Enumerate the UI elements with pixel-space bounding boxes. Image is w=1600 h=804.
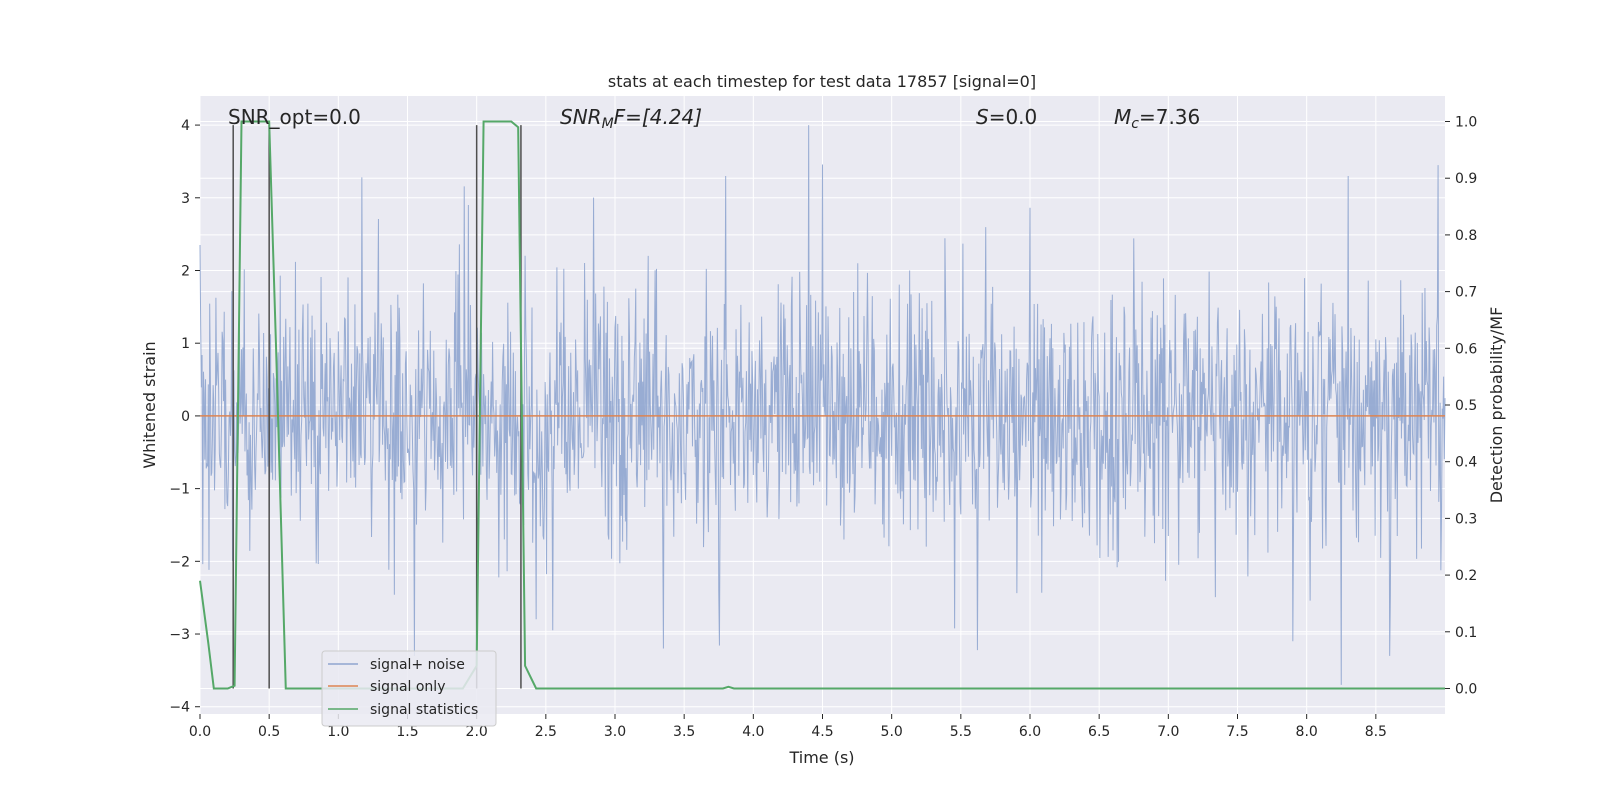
chart-title: stats at each timestep for test data 178… [608, 72, 1036, 91]
x-tick-label: 5.0 [881, 724, 903, 740]
y-left-tick-label: −3 [169, 627, 190, 643]
annotation-snr-mf-sub: M [602, 116, 614, 132]
y-right-tick-label: 0.3 [1455, 511, 1477, 527]
legend-label-signal: signal only [370, 679, 445, 695]
x-tick-label: 5.5 [950, 724, 972, 740]
x-tick-label: 6.5 [1088, 724, 1110, 740]
x-tick-label: 4.5 [811, 724, 833, 740]
annotation-s-main: S [976, 105, 989, 129]
x-tick-label: 7.5 [1226, 724, 1248, 740]
annotation-snr-mf-main: SNR [560, 105, 602, 129]
signal-statistics-line [199, 120, 1445, 690]
y-left-tick-label: 0 [181, 409, 190, 425]
x-tick-label: 8.0 [1296, 724, 1318, 740]
y-axis-label-right: Detection probability/MF [1487, 307, 1506, 504]
x-tick-label: 2.5 [535, 724, 557, 740]
x-tick-label: 0.5 [258, 724, 280, 740]
x-tick-label: 1.5 [396, 724, 418, 740]
legend-box [321, 650, 497, 727]
x-tick-label: 3.0 [604, 724, 626, 740]
annotation-mc: Mc=7.36 [1114, 105, 1200, 132]
y-right-tick-label: 0.6 [1455, 341, 1477, 357]
x-axis-label: Time (s) [788, 748, 854, 767]
x-tick-label: 8.5 [1365, 724, 1387, 740]
ticks-layer: 0.0 0.5 1.0 1.5 2.0 2.5 3.0 3.5 4.0 4.5 5.0 5.5 6.0 6… [169, 115, 1477, 740]
y-left-tick-label: −4 [169, 700, 190, 716]
y-left-tick-label: −2 [169, 554, 190, 570]
annotation-mc-sub: c [1131, 116, 1139, 132]
y-left-tick-label: 3 [181, 191, 190, 207]
y-axis-label-left: Whitened strain [140, 341, 159, 468]
annotation-snr-opt: SNR_opt=0.0 [228, 105, 361, 129]
grid-layer [199, 96, 1445, 714]
y-right-tick-label: 0.9 [1455, 171, 1477, 187]
y-right-tick-label: 0.0 [1455, 681, 1477, 697]
annotation-snr-mf: SNRMF=[4.24] [560, 105, 702, 132]
legend: signal+ noise signal only signal statist… [321, 650, 497, 727]
x-tick-label: 1.0 [327, 724, 349, 740]
x-tick-label: 7.0 [1157, 724, 1179, 740]
annotation-s-rest: =0.0 [989, 105, 1038, 129]
y-left-tick-label: 2 [181, 263, 190, 279]
y-right-tick-label: 0.5 [1455, 398, 1477, 414]
y-left-tick-label: 4 [181, 118, 190, 134]
legend-label-noise: signal+ noise [370, 657, 465, 673]
annotation-s: S=0.0 [976, 105, 1037, 129]
x-tick-label: 4.0 [742, 724, 764, 740]
y-right-tick-label: 0.8 [1455, 228, 1477, 244]
y-left-tick-label: 1 [181, 336, 190, 352]
x-tick-label: 2.0 [466, 724, 488, 740]
annotation-snr-mf-rest: F=[4.24] [614, 105, 702, 129]
x-tick-label: 6.0 [1019, 724, 1041, 740]
y-right-tick-label: 0.1 [1455, 625, 1477, 641]
y-right-tick-label: 1.0 [1455, 115, 1477, 131]
y-left-tick-label: −1 [169, 482, 190, 498]
noise-series-layer [199, 125, 1446, 685]
y-right-tick-label: 0.7 [1455, 285, 1477, 301]
y-right-tick-label: 0.4 [1455, 455, 1477, 471]
legend-label-statistics: signal statistics [370, 702, 478, 718]
annotation-mc-main: M [1114, 105, 1131, 129]
signal-statistics-layer [199, 120, 1445, 690]
noise-line [199, 125, 1446, 685]
annotation-mc-rest: =7.36 [1139, 105, 1200, 129]
y-right-tick-label: 0.2 [1455, 568, 1477, 584]
x-tick-label: 0.0 [189, 724, 211, 740]
x-tick-label: 3.5 [673, 724, 695, 740]
